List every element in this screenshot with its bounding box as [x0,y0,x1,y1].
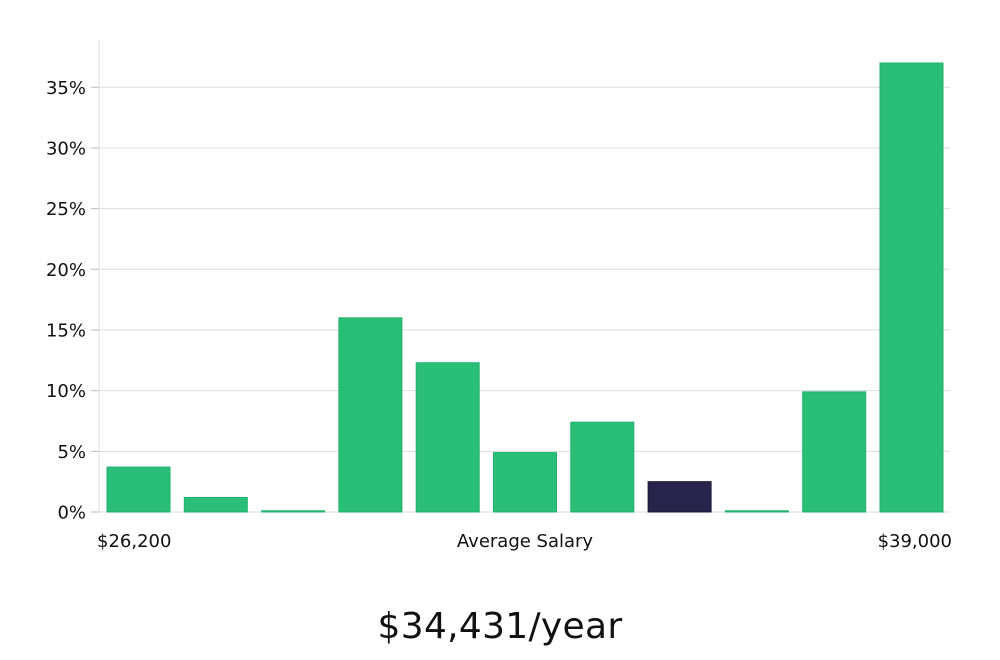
y-axis-ticks: 0% 5% 10% 15% 20% 25% 30% 35% [46,78,99,524]
y-tick-label: 10% [46,381,86,402]
y-tick-label: 5% [57,442,86,463]
bar [493,452,557,513]
bars [106,62,944,513]
x-axis-title: Average Salary [457,531,594,552]
y-tick-label: 0% [57,503,86,524]
bar [183,496,248,513]
bar [802,391,867,513]
y-tick-label: 35% [46,78,86,99]
bar [879,62,944,513]
bar [338,317,403,513]
y-tick-label: 15% [46,320,86,341]
y-tick-label: 30% [46,138,86,159]
y-tick-label: 25% [46,199,86,220]
x-max-label: $39,000 [878,531,952,552]
bar [570,421,635,513]
bar [261,510,326,513]
gridlines [99,86,950,513]
average-salary-headline: $34,431/year [377,606,623,647]
salary-distribution-chart: 0% 5% 10% 15% 20% 25% 30% 35% $26,200 Average S… [46,40,952,552]
bar [415,362,480,513]
bar-highlighted [647,481,712,513]
bar [724,510,789,513]
y-tick-label: 20% [46,260,86,281]
bar [106,466,171,513]
x-min-label: $26,200 [97,531,171,552]
